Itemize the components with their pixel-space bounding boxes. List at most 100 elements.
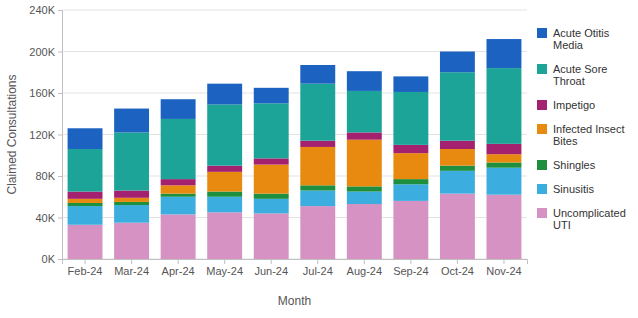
x-tick-mark (410, 259, 411, 264)
bar (440, 171, 475, 194)
legend-swatch (537, 64, 547, 74)
bar (487, 168, 522, 195)
legend-label: UncomplicatedUTI (553, 207, 626, 231)
y-tick-mark (58, 218, 62, 219)
bar (347, 186, 382, 191)
bar (440, 149, 475, 166)
bar (161, 179, 196, 185)
legend-label: Acute OtitisMedia (553, 27, 610, 51)
x-tick: Oct-24 (441, 259, 474, 277)
series-bars (68, 68, 522, 191)
bar (161, 119, 196, 179)
bar (254, 88, 289, 104)
bar (393, 184, 428, 201)
y-tick-mark (58, 10, 62, 11)
bar (207, 212, 242, 259)
bar (254, 158, 289, 164)
legend-item: Impetigo (537, 99, 595, 111)
bar (440, 166, 475, 171)
bar (300, 206, 335, 259)
x-tick-label: Aug-24 (347, 265, 382, 277)
bar (300, 147, 335, 185)
legend-item: Infected InsectBites (537, 123, 625, 147)
y-tick-label: 80K (35, 170, 55, 182)
bar (114, 191, 149, 198)
y-tick: 120K (29, 129, 62, 141)
grid-line (62, 10, 527, 11)
bar (347, 192, 382, 204)
series-bars (68, 194, 522, 259)
bar (114, 223, 149, 259)
bar (68, 203, 103, 206)
bar (440, 141, 475, 149)
bar (487, 144, 522, 154)
series-bars (68, 132, 522, 198)
bar (440, 72, 475, 140)
bar (254, 194, 289, 199)
legend-item: Acute SoreThroat (537, 63, 607, 87)
y-tick-mark (58, 93, 62, 94)
y-tick-label: 120K (29, 129, 55, 141)
bar (440, 52, 475, 73)
legend-swatch (537, 208, 547, 218)
x-tick: Aug-24 (347, 259, 382, 277)
y-axis: 0K40K80K120K160K200K240K (29, 4, 62, 265)
legend-item: UncomplicatedUTI (537, 207, 626, 231)
x-tick-mark (85, 259, 86, 264)
y-axis-line (58, 11, 63, 260)
x-tick-mark (131, 259, 132, 264)
legend-label: Shingles (553, 159, 596, 171)
bar (487, 163, 522, 168)
legend-swatch (537, 124, 547, 134)
bar (254, 213, 289, 259)
bar (161, 185, 196, 193)
bar (254, 199, 289, 214)
y-tick: 200K (29, 46, 62, 58)
y-tick: 160K (29, 87, 62, 99)
bar (254, 103, 289, 158)
y-tick-label: 160K (29, 87, 55, 99)
bar (254, 165, 289, 194)
x-tick-label: May-24 (206, 265, 243, 277)
bar (114, 202, 149, 205)
bar (114, 109, 149, 133)
bar (393, 76, 428, 92)
bar (487, 154, 522, 162)
bar (300, 185, 335, 190)
bar (393, 92, 428, 145)
y-tick-mark (58, 259, 62, 260)
legend-item: Acute OtitisMedia (537, 27, 610, 51)
legend-item: Sinusitis (537, 183, 594, 195)
x-tick-mark (224, 259, 225, 264)
bar (440, 194, 475, 259)
bar (347, 91, 382, 133)
legend-label: Infected InsectBites (553, 123, 625, 147)
y-tick-mark (58, 135, 62, 136)
bar (114, 205, 149, 223)
x-tick-mark (457, 259, 458, 264)
x-tick: May-24 (206, 259, 243, 277)
legend-label: Acute SoreThroat (553, 63, 607, 87)
legend: Acute OtitisMedia Acute SoreThroat Impetig… (537, 27, 626, 231)
y-tick-label: 40K (35, 212, 55, 224)
legend-swatch (537, 184, 547, 194)
bar (207, 172, 242, 192)
bar (300, 141, 335, 147)
bar (161, 214, 196, 259)
legend-swatch (537, 100, 547, 110)
y-axis-title: Claimed Consultations (5, 74, 19, 194)
x-tick-label: Sep-24 (393, 265, 428, 277)
y-tick-label: 240K (29, 4, 55, 16)
bar (300, 191, 335, 207)
x-tick-label: Nov-24 (486, 265, 521, 277)
y-tick-mark (58, 176, 62, 177)
legend-swatch (537, 160, 547, 170)
bar (68, 199, 103, 203)
y-tick: 40K (35, 212, 62, 224)
bar (68, 149, 103, 192)
bar (207, 197, 242, 213)
bar (207, 166, 242, 172)
x-tick-label: Jun-24 (254, 265, 288, 277)
x-tick: Jun-24 (254, 259, 288, 277)
bar (114, 198, 149, 202)
